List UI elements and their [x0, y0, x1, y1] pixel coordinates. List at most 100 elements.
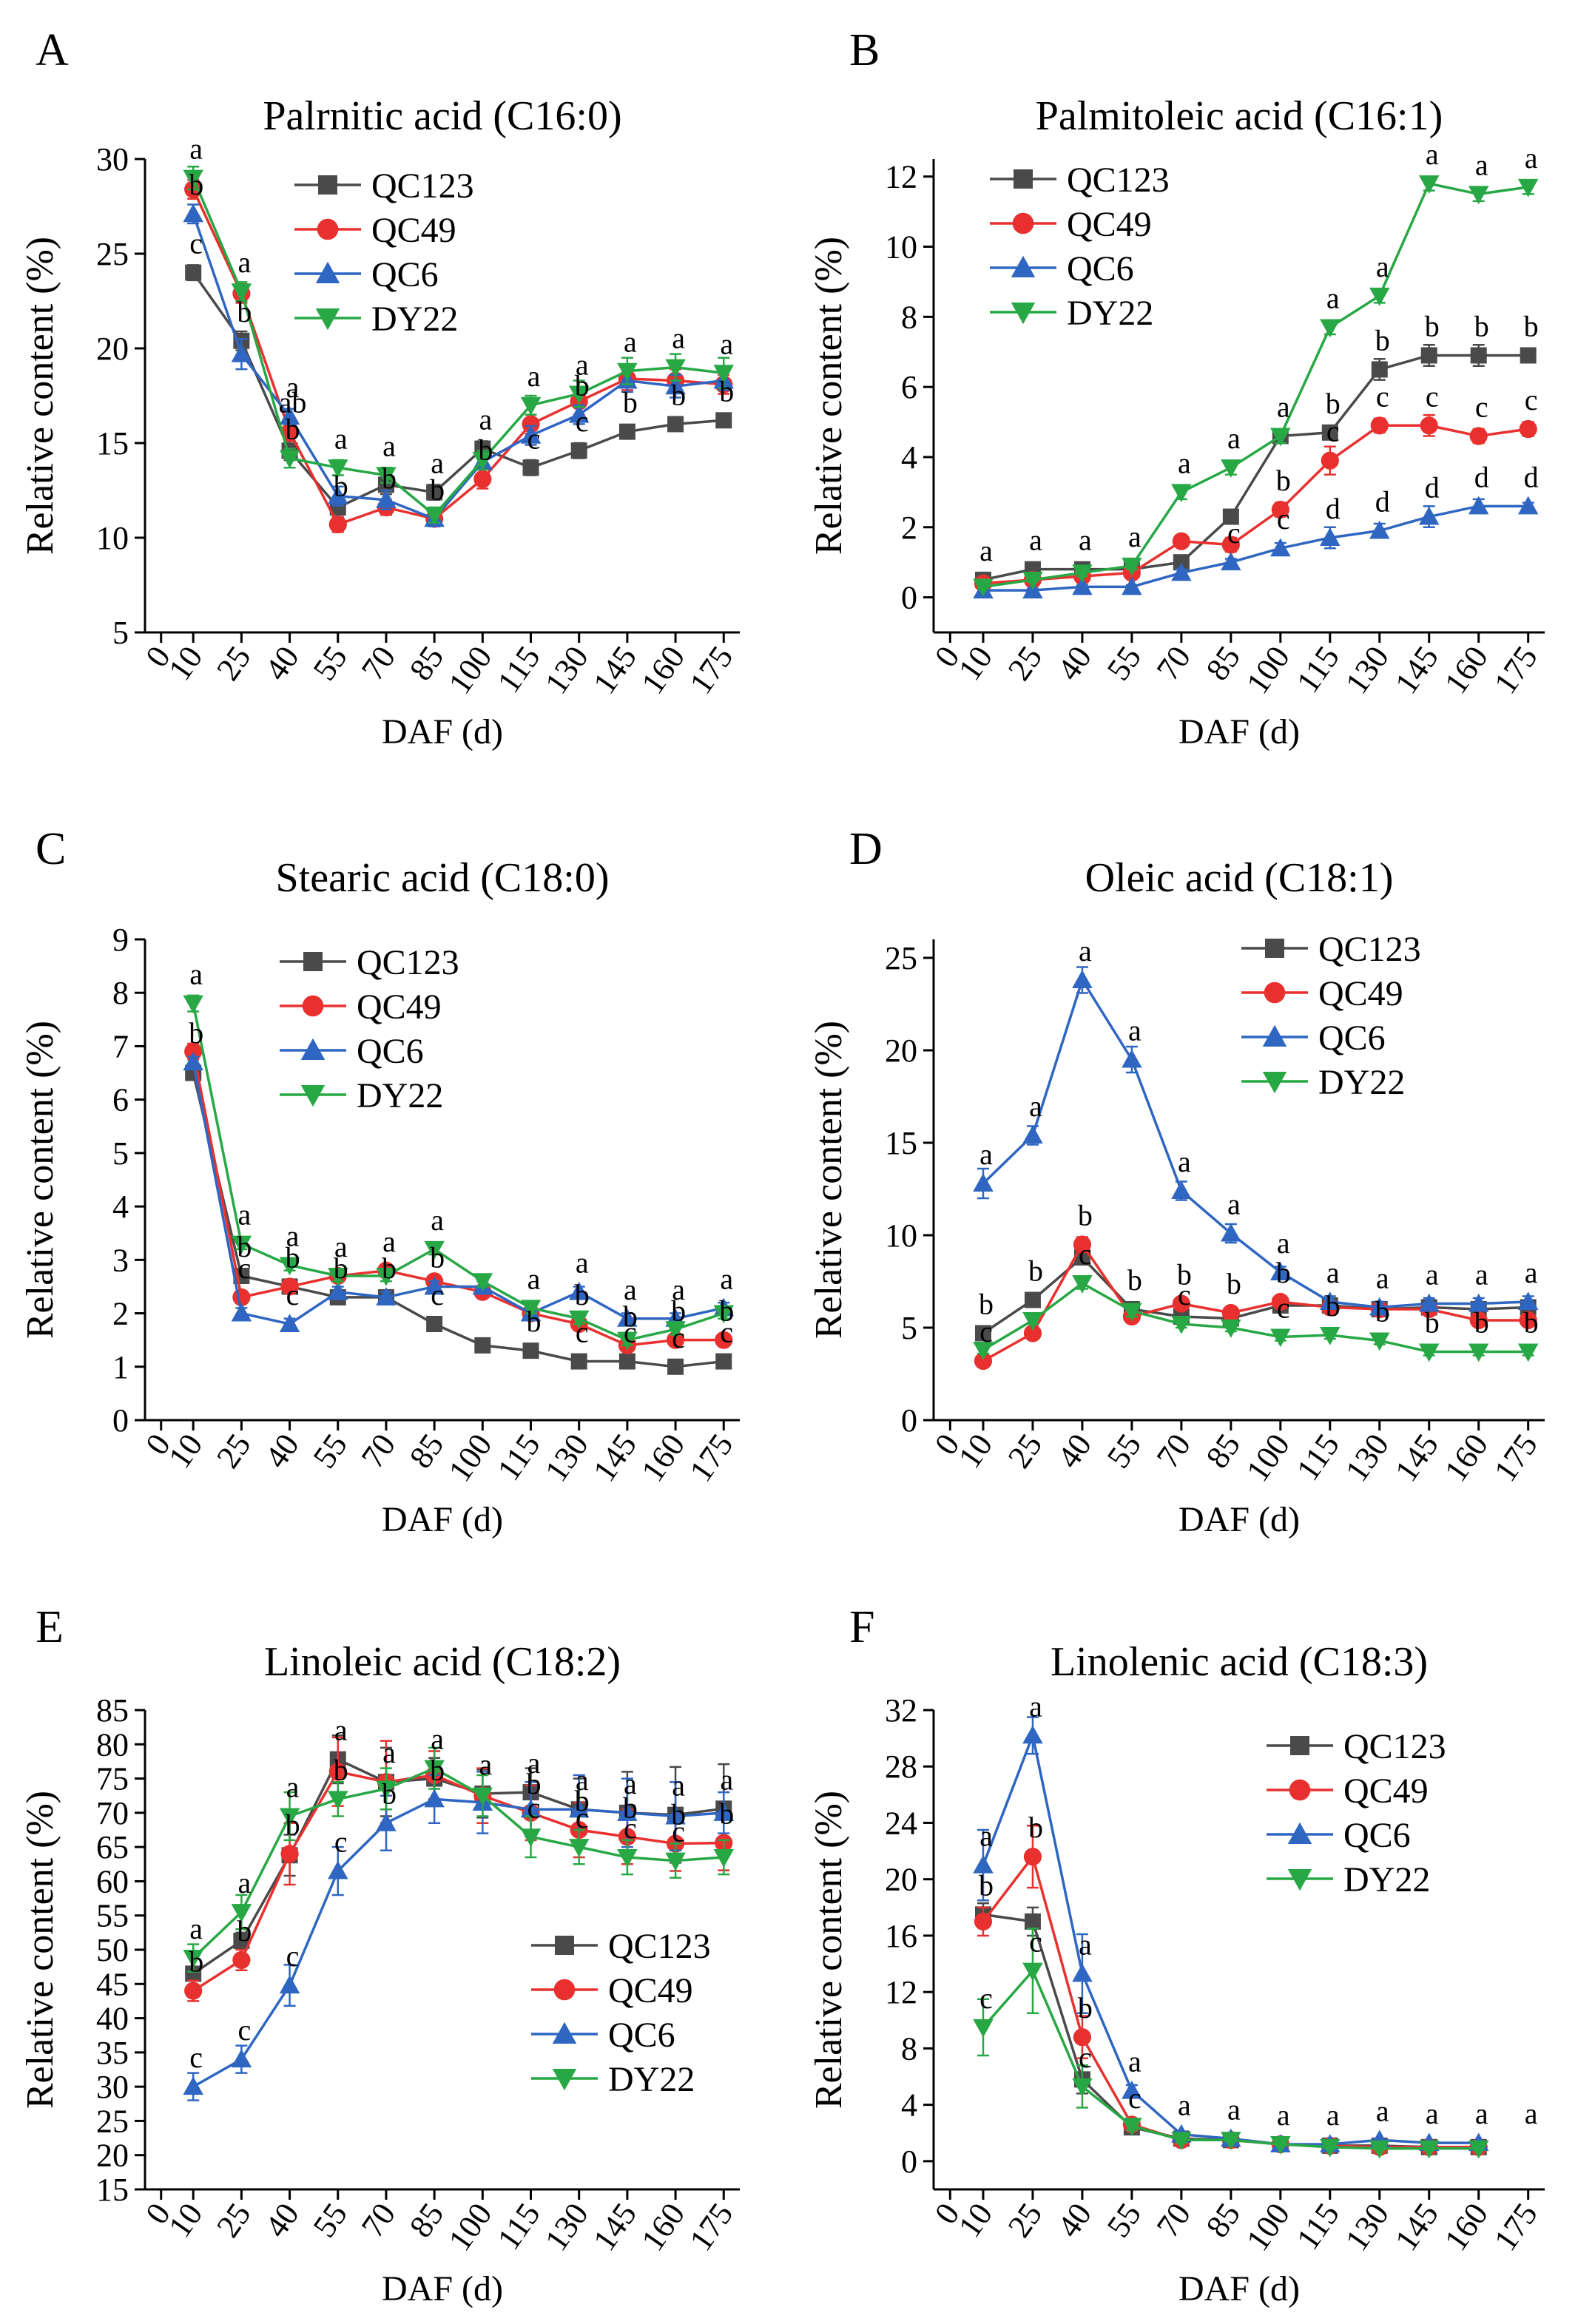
significance-letter: a: [1525, 141, 1538, 175]
x-tick-label: 40: [1051, 640, 1099, 687]
data-point: [1469, 427, 1488, 445]
y-tick-label: 20: [96, 331, 129, 367]
data-point: [973, 2019, 994, 2038]
legend: QC123 QC49 QC6 DY22: [1267, 1727, 1446, 1899]
data-point: [328, 1268, 348, 1286]
data-point: [183, 1950, 203, 1968]
data-point: [618, 1353, 635, 1370]
series-qc123: [185, 1064, 732, 1375]
data-point: [1270, 428, 1291, 447]
significance-letter: a: [1029, 1689, 1042, 1723]
x-axis-label: DAF (d): [382, 712, 503, 751]
significance-letter: a: [1277, 391, 1290, 424]
significance-letter: a: [1227, 1188, 1241, 1221]
legend-marker: [1289, 1779, 1311, 1801]
data-point: [1369, 1297, 1390, 1316]
data-point: [1517, 1343, 1539, 1362]
y-tick-label: 80: [96, 1726, 129, 1763]
data-point: [568, 1839, 590, 1857]
y-tick-label: 2: [112, 1296, 129, 1332]
data-point: [1024, 1291, 1041, 1308]
significance-letter: a: [720, 1763, 733, 1796]
data-point: [1418, 2140, 1440, 2159]
x-tick-label: 25: [1001, 640, 1049, 687]
significance-letter: b: [575, 1784, 590, 1817]
data-point: [1073, 2028, 1092, 2047]
x-axis-label: DAF (d): [1178, 712, 1300, 751]
series-dy22: [183, 1746, 735, 1973]
data-point: [328, 1860, 348, 1879]
x-tick-label: 145: [586, 640, 644, 700]
data-point: [472, 1273, 493, 1291]
significance-letter: a: [672, 1273, 685, 1306]
significance-letter: b: [382, 462, 397, 495]
data-point: [520, 396, 542, 416]
x-tick-label: 100: [1239, 2197, 1297, 2257]
data-point: [1072, 576, 1093, 595]
y-tick-label: 7: [112, 1028, 129, 1064]
data-point: [1222, 508, 1239, 525]
significance-letter: b: [430, 1753, 445, 1786]
x-tick-label: 25: [1001, 2197, 1049, 2244]
y-tick-label: 0: [901, 580, 917, 616]
significance-letter: a: [1326, 282, 1340, 315]
data-point: [328, 1281, 348, 1300]
panel-letter: A: [36, 25, 69, 75]
data-point: [568, 1281, 590, 1300]
y-tick-label: 9: [112, 922, 129, 958]
data-point: [1519, 419, 1537, 439]
significance-letter: c: [720, 1316, 733, 1349]
x-tick-label: 40: [257, 2197, 306, 2244]
y-tick-label: 60: [96, 1863, 129, 1899]
legend-marker: [1287, 1822, 1312, 1844]
data-point: [376, 490, 397, 508]
x-tick-label: 100: [442, 2197, 499, 2257]
legend-marker: [1262, 1024, 1287, 1047]
significance-letter: b: [286, 1808, 300, 1841]
y-tick-label: 1: [112, 1349, 129, 1385]
significance-letter: a: [1029, 1090, 1042, 1123]
x-tick-label: 160: [1437, 1428, 1495, 1488]
x-tick-label: 160: [634, 1428, 692, 1488]
series-line: [982, 182, 1528, 589]
x-tick-label: 160: [1437, 2197, 1495, 2257]
legend-label: DY22: [1067, 294, 1153, 333]
significance-letter: c: [1326, 415, 1340, 448]
data-point: [713, 1849, 735, 1868]
series-qc49: [184, 1042, 733, 1354]
legend-marker: [1014, 169, 1033, 189]
data-point: [1320, 1327, 1341, 1345]
data-point: [1022, 1312, 1043, 1331]
significance-letter: c: [1178, 1278, 1191, 1311]
data-point: [1072, 564, 1093, 584]
significance-letter: c: [979, 1982, 993, 2015]
data-point: [715, 1353, 732, 1370]
x-tick-label: 55: [306, 640, 354, 687]
data-point: [1271, 1292, 1289, 1311]
significance-letter: a: [382, 430, 396, 463]
chart-title: Linoleic acid (C18:2): [264, 1639, 621, 1685]
data-point: [279, 406, 300, 425]
data-point: [1172, 1294, 1190, 1313]
x-tick-label: 160: [634, 640, 692, 700]
data-point: [520, 1300, 542, 1319]
y-tick-label: 10: [885, 229, 917, 266]
x-tick-label: 115: [1289, 1428, 1346, 1487]
data-point: [183, 1052, 203, 1071]
legend-label: QC6: [608, 2016, 675, 2055]
legend-marker: [303, 952, 323, 971]
significance-letter: a: [1376, 1262, 1389, 1295]
legend-marker: [1290, 1736, 1309, 1755]
significance-letter: c: [237, 1251, 251, 1285]
data-point: [328, 485, 348, 504]
data-point: [1320, 1291, 1341, 1310]
data-point: [568, 1799, 590, 1818]
significance-letter: a: [1277, 1226, 1290, 1260]
significance-letter: c: [979, 1315, 993, 1348]
data-point: [328, 515, 347, 534]
data-point: [426, 1316, 443, 1332]
x-tick-label: 55: [1100, 1428, 1148, 1475]
data-point: [520, 1799, 542, 1818]
data-point: [1321, 451, 1339, 470]
data-point: [522, 459, 539, 476]
